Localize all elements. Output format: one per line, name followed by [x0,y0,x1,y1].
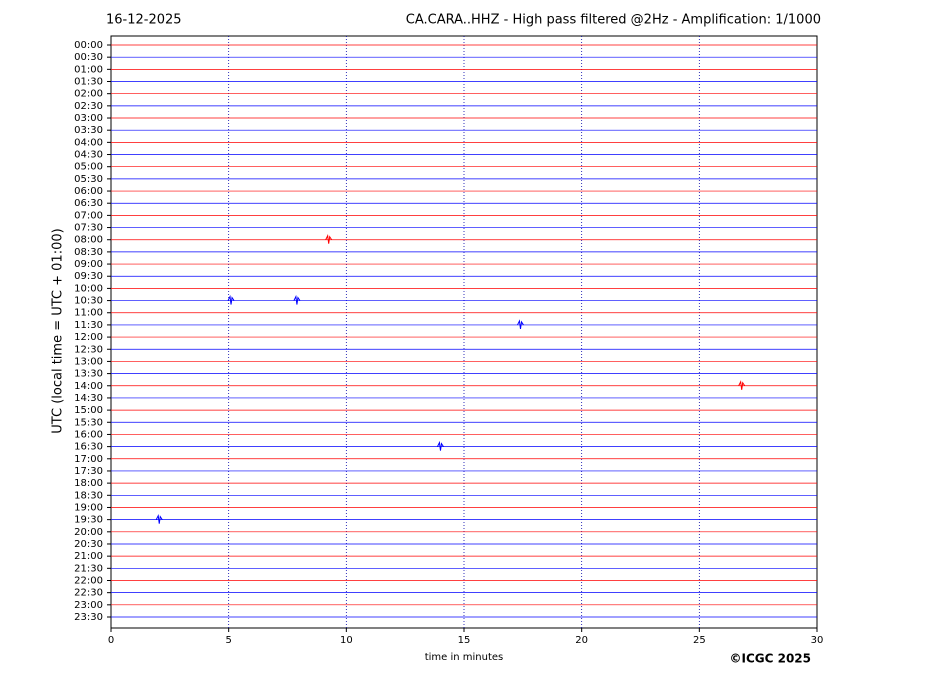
y-tick-label: 14:00 [74,381,103,392]
y-tick-label: 13:00 [74,356,103,367]
event [437,440,444,451]
x-tick-label: 10 [340,635,353,646]
y-tick-label: 10:30 [74,296,103,307]
y-tick-label: 19:30 [74,515,103,526]
y-tick-label: 08:00 [74,235,103,246]
x-tick-label: 5 [225,635,231,646]
y-tick-label: 19:00 [74,502,103,513]
y-tick-label: 04:30 [74,150,103,161]
chart-title: CA.CARA..HHZ - High pass filtered @2Hz -… [406,13,821,28]
y-tick-label: 06:00 [74,186,103,197]
x-tick-label: 20 [575,635,588,646]
x-tick-label: 30 [811,635,824,646]
y-tick-label: 00:30 [74,52,103,63]
y-tick-label: 05:00 [74,162,103,173]
y-tick-label: 21:00 [74,551,103,562]
y-tick-label: 18:00 [74,478,103,489]
y-tick-label: 02:00 [74,89,103,100]
y-tick-label: 20:00 [74,527,103,538]
y-tick-label: 20:30 [74,539,103,550]
y-tick-label: 22:30 [74,588,103,599]
event [155,513,163,524]
y-axis-label: UTC (local time = UTC + 01:00) [51,228,66,433]
x-tick-label: 25 [693,635,706,646]
date: 16-12-2025 [106,13,182,28]
x-axis-label: time in minutes [425,652,504,663]
y-tick-label: 23:00 [74,600,103,611]
event [738,380,746,390]
plot-frame [110,35,818,629]
y-tick-label: 16:00 [74,429,103,440]
y-tick-label: 06:30 [74,198,103,209]
y-tick-label: 08:30 [74,247,103,258]
y-tick-label: 17:30 [74,466,103,477]
x-tick-label: 15 [458,635,471,646]
y-tick-label: 09:30 [74,271,103,282]
y-tick-label: 15:30 [74,417,103,428]
y-tick-label: 11:00 [74,308,103,319]
y-tick-label: 01:30 [74,77,103,88]
y-tick-label: 03:00 [74,113,103,124]
credit: ©ICGC 2025 [729,652,811,666]
y-tick-label: 22:00 [74,575,103,586]
y-tick-label: 16:30 [74,442,103,453]
y-tick-label: 15:00 [74,405,103,416]
y-tick-label: 01:00 [74,64,103,75]
y-tick-label: 23:30 [74,612,103,623]
y-tick-label: 10:00 [74,283,103,294]
y-tick-label: 13:30 [74,369,103,380]
y-tick-label: 12:30 [74,344,103,355]
y-tick-label: 05:30 [74,174,103,185]
event [227,294,235,305]
y-tick-label: 09:00 [74,259,103,270]
y-tick-label: 21:30 [74,563,103,574]
y-tick-label: 04:00 [74,137,103,148]
y-tick-label: 18:30 [74,490,103,501]
y-tick-label: 11:30 [74,320,103,331]
event [517,319,524,329]
y-tick-label: 07:30 [74,223,103,234]
x-tick-label: 0 [108,635,114,646]
event [293,294,301,305]
y-tick-label: 14:30 [74,393,103,404]
y-tick-label: 02:30 [74,101,103,112]
y-tick-label: 03:30 [74,125,103,136]
y-tick-label: 12:00 [74,332,103,343]
y-tick-label: 17:00 [74,454,103,465]
y-tick-label: 00:00 [74,40,103,51]
event [325,234,333,244]
y-tick-label: 07:00 [74,210,103,221]
